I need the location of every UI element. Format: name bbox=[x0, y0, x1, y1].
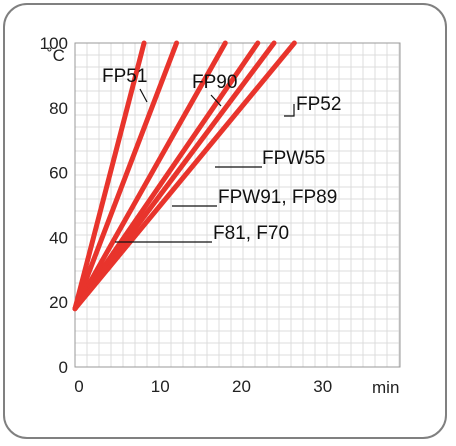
x-tick-label: 20 bbox=[232, 377, 251, 396]
series-line bbox=[72, 40, 277, 312]
annotation-label: FP52 bbox=[296, 94, 341, 115]
annotation-label: FP90 bbox=[192, 72, 237, 93]
annotation-leader bbox=[210, 94, 222, 107]
annotation-label: FP51 bbox=[102, 66, 147, 87]
y-tick-label: 40 bbox=[49, 228, 68, 247]
annotation-label: FPW55 bbox=[262, 148, 325, 169]
annotation-label: F81, F70 bbox=[213, 223, 289, 244]
axes: 0 20 40 60 80 100 0 10 20 30 bbox=[40, 34, 401, 396]
x-tick-label: 0 bbox=[74, 377, 83, 396]
x-axis-unit-label: min bbox=[372, 378, 399, 397]
y-tick-label: 20 bbox=[49, 293, 68, 312]
annotation-label: FPW91, FP89 bbox=[218, 187, 337, 208]
series-lines bbox=[72, 40, 297, 312]
y-tick-label: 60 bbox=[49, 164, 68, 183]
plot-border bbox=[74, 42, 401, 368]
y-axis-unit-label: ˚C bbox=[47, 46, 65, 65]
annotations: FP51 FP90 FP52 FPW55 FPW91, FP89 F81, F70 bbox=[102, 66, 341, 244]
y-tick-label: 80 bbox=[49, 99, 68, 118]
annotation-leader bbox=[284, 104, 295, 117]
x-tick-label: 30 bbox=[313, 377, 332, 396]
chart-frame bbox=[3, 3, 447, 439]
annotation-leader bbox=[139, 88, 148, 103]
series-line bbox=[72, 40, 297, 312]
x-tick-label: 10 bbox=[151, 377, 170, 396]
series-line bbox=[72, 40, 180, 312]
series-line-fp51 bbox=[72, 40, 147, 312]
y-tick-label: 100 bbox=[40, 34, 68, 53]
y-tick-label: 0 bbox=[59, 358, 68, 377]
series-line-fp90 bbox=[72, 40, 228, 312]
